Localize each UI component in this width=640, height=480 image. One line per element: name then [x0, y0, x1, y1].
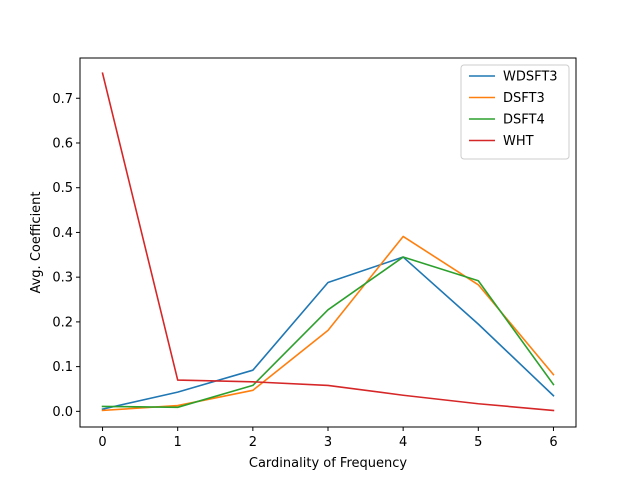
legend-entry: WDSFT3 — [503, 70, 558, 85]
legend: WDSFT3 DSFT3 DSFT4 WHT — [460, 64, 570, 160]
x-tick-label: 5 — [474, 435, 482, 450]
x-tick-label: 2 — [249, 435, 257, 450]
legend-entry: DSFT4 — [503, 113, 545, 128]
y-axis-ticks: 0.0 0.1 0.2 0.3 0.4 0.5 0.6 0.7 — [52, 92, 80, 420]
x-axis-label: Cardinality of Frequency — [249, 456, 408, 471]
x-tick-label: 1 — [174, 435, 182, 450]
legend-entry: DSFT3 — [503, 91, 545, 106]
series-line-wht — [101, 72, 555, 412]
x-axis-ticks: 0 1 2 3 4 5 6 — [98, 427, 558, 450]
legend-entry: WHT — [503, 134, 534, 149]
y-tick-label: 0.7 — [52, 92, 73, 107]
y-tick-label: 0.3 — [52, 271, 73, 286]
y-tick-label: 0.0 — [52, 405, 73, 420]
y-tick-label: 0.6 — [52, 136, 73, 151]
y-tick-label: 0.2 — [52, 315, 73, 330]
x-tick-label: 6 — [549, 435, 557, 450]
series-line-wdsft3 — [101, 256, 555, 411]
y-tick-label: 0.5 — [52, 181, 73, 196]
series-line-dsft4 — [101, 256, 555, 409]
y-tick-label: 0.1 — [52, 360, 73, 375]
y-axis-label: Avg. Coefficient — [29, 191, 44, 293]
x-tick-label: 4 — [399, 435, 407, 450]
x-tick-label: 3 — [324, 435, 332, 450]
series-line-dsft3 — [101, 235, 555, 412]
y-tick-label: 0.4 — [52, 226, 73, 241]
plot-lines — [101, 72, 555, 412]
legend-box — [460, 64, 570, 160]
x-tick-label: 0 — [98, 435, 106, 450]
